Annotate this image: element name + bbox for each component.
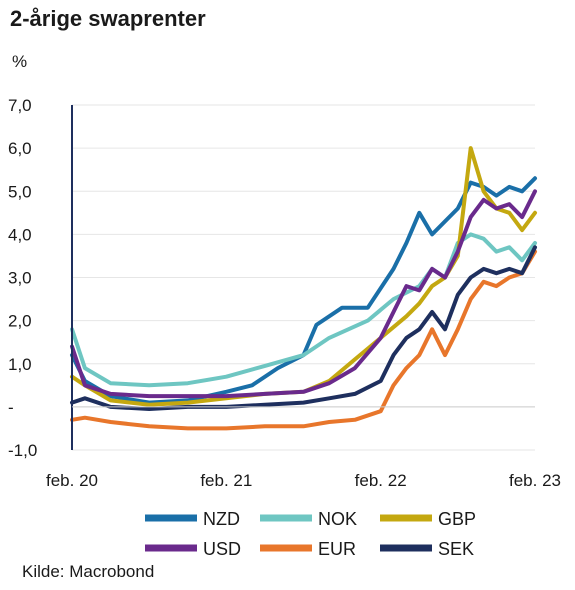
legend: NZD NOK GBP USD EUR SEK	[145, 509, 476, 559]
series-lines	[70, 146, 537, 431]
series-line-eur	[70, 249, 537, 431]
x-tick-label-3: feb. 23	[509, 471, 561, 490]
legend-label-sek: SEK	[438, 539, 474, 559]
y-axis-unit: %	[12, 52, 28, 71]
series-line-nok	[70, 232, 537, 388]
chart-title: 2-årige swaprenter	[10, 6, 206, 31]
legend-label-usd: USD	[203, 539, 241, 559]
x-tick-label-0: feb. 20	[46, 471, 98, 490]
series-line-sek	[70, 245, 537, 411]
series-line-nzd	[70, 176, 537, 405]
y-tick-label-3: 4,0	[8, 225, 32, 244]
legend-label-gbp: GBP	[438, 509, 476, 529]
x-tick-label-2: feb. 22	[355, 471, 407, 490]
y-tick-label-8: -1,0	[8, 441, 37, 460]
y-tick-labels: 7,0 6,0 5,0 4,0 3,0 2,0 1,0 - -1,0	[8, 96, 37, 460]
series-line-usd	[70, 189, 537, 399]
y-tick-label-1: 6,0	[8, 139, 32, 158]
legend-label-nok: NOK	[318, 509, 357, 529]
source-note: Kilde: Macrobond	[22, 562, 155, 581]
x-tick-label-1: feb. 21	[200, 471, 252, 490]
series-line-gbp	[70, 146, 537, 407]
legend-label-nzd: NZD	[203, 509, 240, 529]
y-tick-label-4: 3,0	[8, 269, 32, 288]
legend-label-eur: EUR	[318, 539, 356, 559]
y-tick-label-0: 7,0	[8, 96, 32, 115]
y-tick-label-6: 1,0	[8, 355, 32, 374]
y-tick-label-7: -	[8, 398, 14, 417]
x-tick-labels: feb. 20 feb. 21 feb. 22 feb. 23	[46, 471, 561, 490]
y-tick-label-2: 5,0	[8, 182, 32, 201]
grid-lines	[72, 104, 535, 451]
y-tick-label-5: 2,0	[8, 312, 32, 331]
